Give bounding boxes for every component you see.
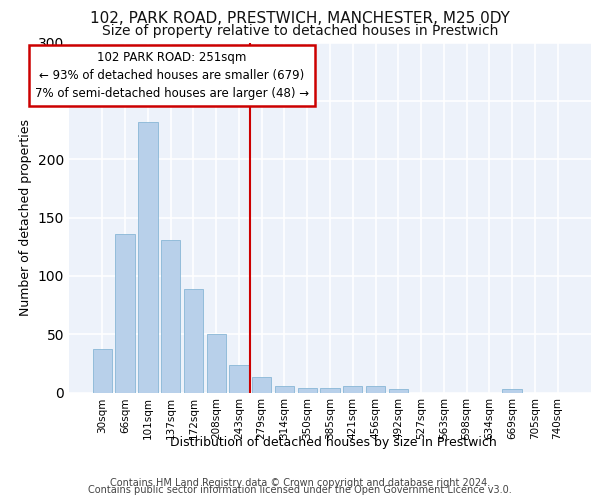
Text: Contains public sector information licensed under the Open Government Licence v3: Contains public sector information licen… (88, 485, 512, 495)
Bar (320, 388, 340, 392)
Bar (343, 386, 362, 392)
Text: Size of property relative to detached houses in Prestwich: Size of property relative to detached ho… (102, 24, 498, 38)
Text: Contains HM Land Registry data © Crown copyright and database right 2024.: Contains HM Land Registry data © Crown c… (110, 478, 490, 488)
Text: 102, PARK ROAD, PRESTWICH, MANCHESTER, M25 0DY: 102, PARK ROAD, PRESTWICH, MANCHESTER, M… (90, 11, 510, 26)
Bar (389, 389, 408, 392)
Bar (206, 334, 226, 392)
Text: 102 PARK ROAD: 251sqm
← 93% of detached houses are smaller (679)
7% of semi-deta: 102 PARK ROAD: 251sqm ← 93% of detached … (35, 50, 309, 100)
Bar (229, 364, 248, 392)
Bar (298, 388, 317, 392)
Y-axis label: Number of detached properties: Number of detached properties (19, 119, 32, 316)
Bar (161, 240, 181, 392)
Bar (93, 350, 112, 393)
Bar (502, 389, 522, 392)
Text: Distribution of detached houses by size in Prestwich: Distribution of detached houses by size … (170, 436, 496, 449)
Bar (115, 234, 135, 392)
Bar (138, 122, 158, 392)
Bar (252, 378, 271, 392)
Bar (184, 288, 203, 393)
Bar (366, 386, 385, 392)
Bar (275, 386, 294, 392)
